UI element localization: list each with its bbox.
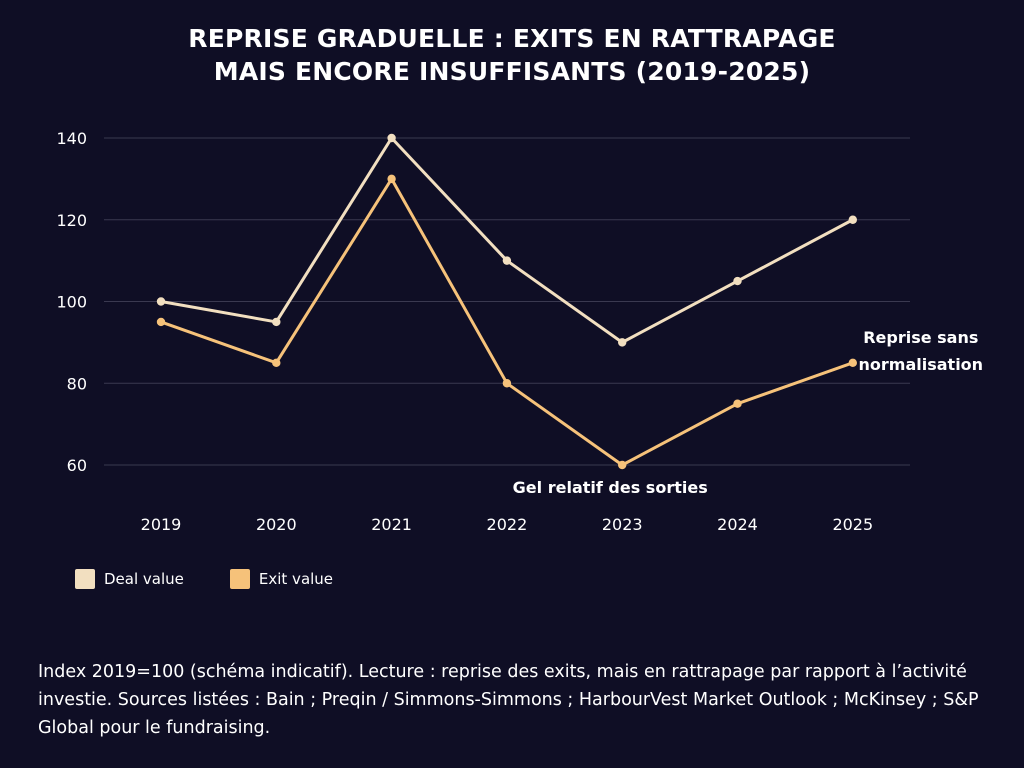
data-point-exit-value-2020: [272, 358, 281, 368]
legend-label-exit-value: Exit value: [258, 570, 334, 588]
y-tick-label-140: 140: [56, 129, 87, 148]
series-line-deal-value: [159, 136, 855, 344]
x-tick-label-2021: 2021: [371, 515, 412, 534]
footnote: Index 2019=100 (schéma indicatif). Lectu…: [38, 662, 979, 738]
legend: Deal value Exit value: [75, 567, 379, 591]
chart-title: REPRISE GRADUELLE : EXITS EN RATTRAPAGE …: [0, 22, 1024, 88]
series-lines: [156, 133, 857, 470]
y-tick-label-60: 60: [67, 456, 87, 475]
legend-swatch-exit-value: [229, 569, 250, 589]
y-tick-label-100: 100: [56, 293, 87, 312]
x-tick-label-2020: 2020: [256, 515, 297, 534]
chart-title-line-2: MAIS ENCORE INSUFFISANTS (2019-2025): [213, 57, 811, 86]
gridlines: [104, 137, 910, 466]
data-point-deal-value-2022: [502, 256, 512, 265]
legend-swatch-deal-value: [75, 569, 95, 589]
data-point-exit-value-2019: [156, 317, 166, 327]
x-axis-ticks: 2019 2020 2021 2022 2023 2024 2025: [141, 515, 874, 534]
legend-item-deal-value[interactable]: Deal value: [75, 569, 184, 589]
x-tick-label-2024: 2024: [717, 515, 758, 534]
data-point-exit-value-2024: [733, 399, 742, 408]
data-point-deal-value-2020: [272, 317, 281, 327]
annotations: Gel relatif des sorties Reprise sans norma…: [513, 328, 983, 497]
x-tick-label-2023: 2023: [602, 515, 643, 534]
annotation-gel-relatif: Gel relatif des sorties: [513, 478, 708, 497]
y-tick-label-80: 80: [67, 374, 87, 393]
data-point-exit-value-2023: [618, 460, 627, 470]
data-point-exit-value-2025: [848, 358, 857, 368]
annotation-reprise-line-2: normalisation: [859, 355, 984, 374]
data-point-exit-value-2021: [387, 174, 396, 184]
series-line-exit-value: [159, 177, 855, 467]
data-point-deal-value-2021: [387, 133, 396, 143]
legend-item-exit-value[interactable]: Exit value: [229, 569, 334, 589]
y-axis-ticks: 60 80 100 120 140: [56, 129, 87, 475]
x-tick-label-2019: 2019: [141, 515, 182, 534]
data-point-deal-value-2019: [156, 297, 166, 306]
legend-label-deal-value: Deal value: [104, 570, 184, 588]
chart-title-line-1: REPRISE GRADUELLE : EXITS EN RATTRAPAGE: [188, 24, 836, 53]
data-point-deal-value-2025: [848, 215, 857, 224]
data-point-deal-value-2024: [733, 276, 742, 286]
x-tick-label-2025: 2025: [832, 515, 873, 534]
y-tick-label-120: 120: [56, 211, 87, 230]
annotation-reprise-line-1: Reprise sans: [863, 328, 978, 347]
data-point-exit-value-2022: [502, 379, 512, 388]
data-point-deal-value-2023: [618, 338, 627, 347]
x-tick-label-2022: 2022: [487, 515, 528, 534]
